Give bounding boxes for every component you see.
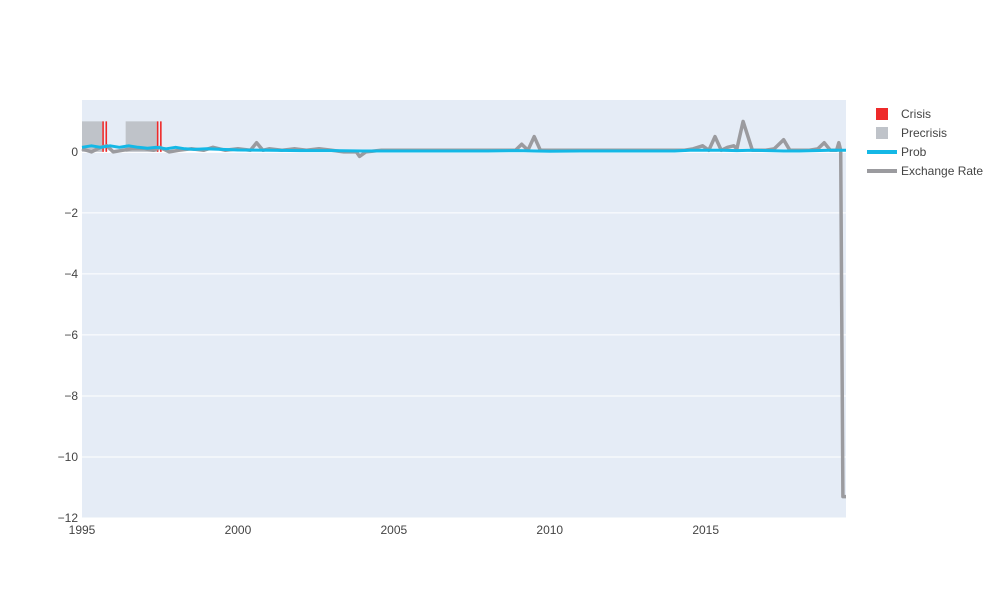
y-tick-label: −4 bbox=[64, 267, 78, 281]
prob-series-line bbox=[81, 144, 846, 153]
y-tick-label: 0 bbox=[71, 145, 78, 159]
crisis-bar bbox=[105, 121, 108, 152]
precrisis-bar bbox=[82, 121, 103, 152]
legend-item-exchange-rate[interactable]: Exchange Rate bbox=[867, 164, 983, 178]
x-tick-label: 2010 bbox=[536, 523, 563, 537]
series-lines bbox=[81, 119, 846, 499]
x-axis-ticks: 1995 2000 2005 2010 2015 bbox=[69, 523, 720, 537]
legend-item-crisis[interactable]: Crisis bbox=[876, 107, 931, 121]
plot-background bbox=[82, 100, 846, 518]
legend-label: Prob bbox=[901, 145, 927, 159]
y-axis-ticks: 0 −2 −4 −6 −8 −10 −12 bbox=[58, 145, 79, 525]
x-tick-label: 1995 bbox=[69, 523, 96, 537]
y-tick-label: −12 bbox=[58, 511, 79, 525]
y-tick-label: −2 bbox=[64, 206, 78, 220]
legend-label: Precrisis bbox=[901, 126, 947, 140]
legend-label: Crisis bbox=[901, 107, 931, 121]
legend[interactable]: Crisis Precrisis Prob Exchange Rate bbox=[867, 107, 983, 178]
x-tick-label: 2000 bbox=[225, 523, 252, 537]
y-tick-label: −6 bbox=[64, 328, 78, 342]
legend-item-precrisis[interactable]: Precrisis bbox=[876, 126, 947, 140]
y-tick-label: −10 bbox=[58, 450, 79, 464]
crisis-bar bbox=[160, 121, 162, 152]
x-tick-label: 2005 bbox=[380, 523, 407, 537]
crisis-bar bbox=[102, 121, 104, 152]
legend-item-prob[interactable]: Prob bbox=[867, 145, 927, 159]
crisis-bar bbox=[156, 121, 159, 152]
y-tick-label: −8 bbox=[64, 389, 78, 403]
legend-swatch bbox=[876, 108, 888, 120]
legend-label: Exchange Rate bbox=[901, 164, 983, 178]
x-tick-label: 2015 bbox=[692, 523, 719, 537]
legend-swatch bbox=[876, 127, 888, 139]
